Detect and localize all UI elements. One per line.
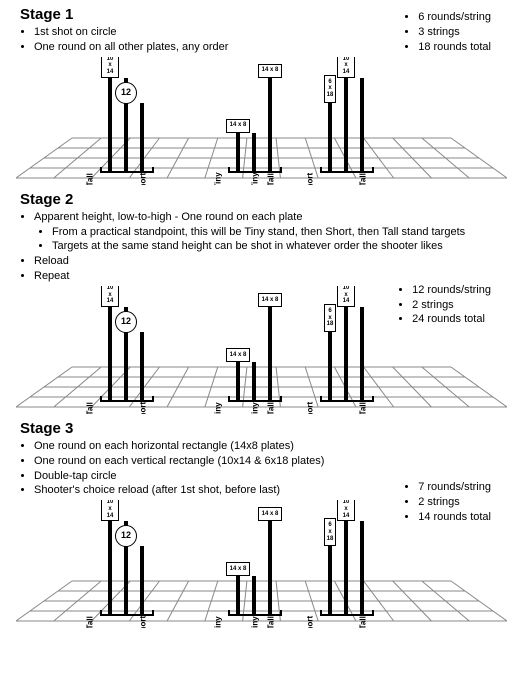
target-plate-h148: 14 x 8 [258, 507, 282, 521]
stage-diagram: 10 x 14 Tall 12 Short 14 x 8 Tiny Tiny 14 x 8 Ta… [16, 57, 507, 185]
target-plate-h148: 14 x 8 [258, 64, 282, 78]
target-plate-v618: 6 x 18 [324, 518, 336, 546]
stand-label: Tall [358, 402, 367, 414]
stand-label: Tiny [214, 402, 223, 414]
stand-label: Short [306, 616, 315, 628]
stat: 3 strings [418, 25, 491, 40]
stand-label: Tall [86, 616, 95, 628]
stand-label: Tiny [214, 173, 223, 185]
stage-bullets: Apparent height, low-to-high - One round… [16, 210, 507, 284]
stage-1: Stage 1 1st shot on circle One round on … [0, 0, 523, 185]
stage-stats: 6 rounds/string 3 strings 18 rounds tota… [406, 10, 491, 55]
target-plate-v1014: 10 x 14 [337, 286, 355, 307]
bullet-text: Apparent height, low-to-high - One round… [34, 211, 302, 223]
stand-label: Tall [266, 402, 275, 414]
target-plate-v1014: 10 x 14 [337, 57, 355, 78]
stand-label: Tall [266, 616, 275, 628]
targets: 10 x 14 Tall 12 Short 14 x 8 Tiny Tiny 14 x 8 Ta… [16, 57, 507, 185]
targets: 10 x 14 Tall 12 Short 14 x 8 Tiny Tiny 14 x 8 Ta… [16, 286, 507, 414]
stand-label: Tall [358, 173, 367, 185]
stand-label: Short [306, 402, 315, 414]
bullet: One round on each horizontal rectangle (… [34, 439, 507, 454]
target-plate-v618: 6 x 18 [324, 75, 336, 103]
stand-label: Tiny [250, 402, 259, 414]
stand-label: Tiny [250, 616, 259, 628]
stage-title: Stage 3 [20, 420, 507, 437]
stage-diagram: 10 x 14 Tall 12 Short 14 x 8 Tiny Tiny 14 x 8 Ta… [16, 286, 507, 414]
target-plate-v1014: 10 x 14 [337, 500, 355, 521]
stand-label: Short [138, 616, 147, 628]
target-plate-circle: 12 [115, 82, 137, 104]
target-plate-circle: 12 [115, 311, 137, 333]
stat: 6 rounds/string [418, 10, 491, 25]
stand-label: Tall [266, 173, 275, 185]
target-plate-v1014: 10 x 14 [101, 57, 119, 78]
target-plate-h148: 14 x 8 [226, 348, 250, 362]
stand-label: Tall [358, 616, 367, 628]
target-plate-circle: 12 [115, 525, 137, 547]
stand-label: Tiny [214, 616, 223, 628]
target-plate-h148: 14 x 8 [226, 119, 250, 133]
target-plate-h148: 14 x 8 [226, 562, 250, 576]
stand-label: Short [138, 173, 147, 185]
target-plate-h148: 14 x 8 [258, 293, 282, 307]
stat: 18 rounds total [418, 40, 491, 55]
stage-3: Stage 3 One round on each horizontal rec… [0, 414, 523, 628]
stand-label: Short [138, 402, 147, 414]
target-plate-v1014: 10 x 14 [101, 500, 119, 521]
target-plate-v618: 6 x 18 [324, 304, 336, 332]
target-plate-v1014: 10 x 14 [101, 286, 119, 307]
stand-label: Tall [86, 173, 95, 185]
bullet: Apparent height, low-to-high - One round… [34, 210, 507, 255]
sub-bullet: From a practical standpoint, this will b… [52, 225, 507, 240]
stage-2: Stage 2 Apparent height, low-to-high - O… [0, 185, 523, 414]
sub-bullet: Targets at the same stand height can be … [52, 239, 507, 254]
stand-label: Short [306, 173, 315, 185]
bullet: Reload [34, 254, 507, 269]
bullet: One round on each vertical rectangle (10… [34, 454, 507, 469]
stat: 7 rounds/string [418, 480, 491, 495]
stand-label: Tall [86, 402, 95, 414]
bullet: Repeat [34, 269, 507, 284]
stage-title: Stage 2 [20, 191, 507, 208]
stand-label: Tiny [250, 173, 259, 185]
targets: 10 x 14 Tall 12 Short 14 x 8 Tiny Tiny 14 x 8 Ta… [16, 500, 507, 628]
stage-diagram: 10 x 14 Tall 12 Short 14 x 8 Tiny Tiny 14 x 8 Ta… [16, 500, 507, 628]
